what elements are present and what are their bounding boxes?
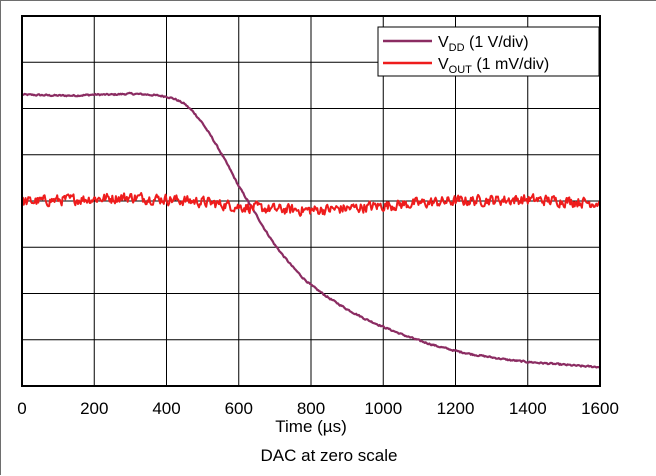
x-tick-label: 400 bbox=[152, 399, 180, 418]
legend-label-vout: VOUT (1 mV/div) bbox=[438, 56, 549, 76]
series-layer bbox=[21, 91, 601, 369]
legend-label-vdd: VDD (1 V/div) bbox=[438, 34, 529, 54]
x-tick-label: 600 bbox=[225, 399, 253, 418]
plot-area-border bbox=[21, 15, 601, 387]
x-axis-title: Time (µs) bbox=[275, 417, 347, 436]
x-tick-label: 1200 bbox=[437, 399, 475, 418]
x-tick-label: 1400 bbox=[509, 399, 547, 418]
x-tick-labels: 0 200 400 600 800 1000 1200 1400 1600 bbox=[17, 399, 619, 418]
legend-box bbox=[377, 26, 600, 77]
vout-trace bbox=[21, 192, 601, 217]
x-tick-label: 1600 bbox=[581, 399, 619, 418]
vdd-trace bbox=[21, 91, 601, 369]
x-tick-label: 200 bbox=[80, 399, 108, 418]
caption: DAC at zero scale bbox=[260, 446, 398, 465]
x-tick-label: 800 bbox=[297, 399, 325, 418]
x-tick-label: 1000 bbox=[364, 399, 402, 418]
x-tick-label: 0 bbox=[17, 399, 26, 418]
legend: VDD (1 V/div) VOUT (1 mV/div) bbox=[377, 26, 600, 77]
